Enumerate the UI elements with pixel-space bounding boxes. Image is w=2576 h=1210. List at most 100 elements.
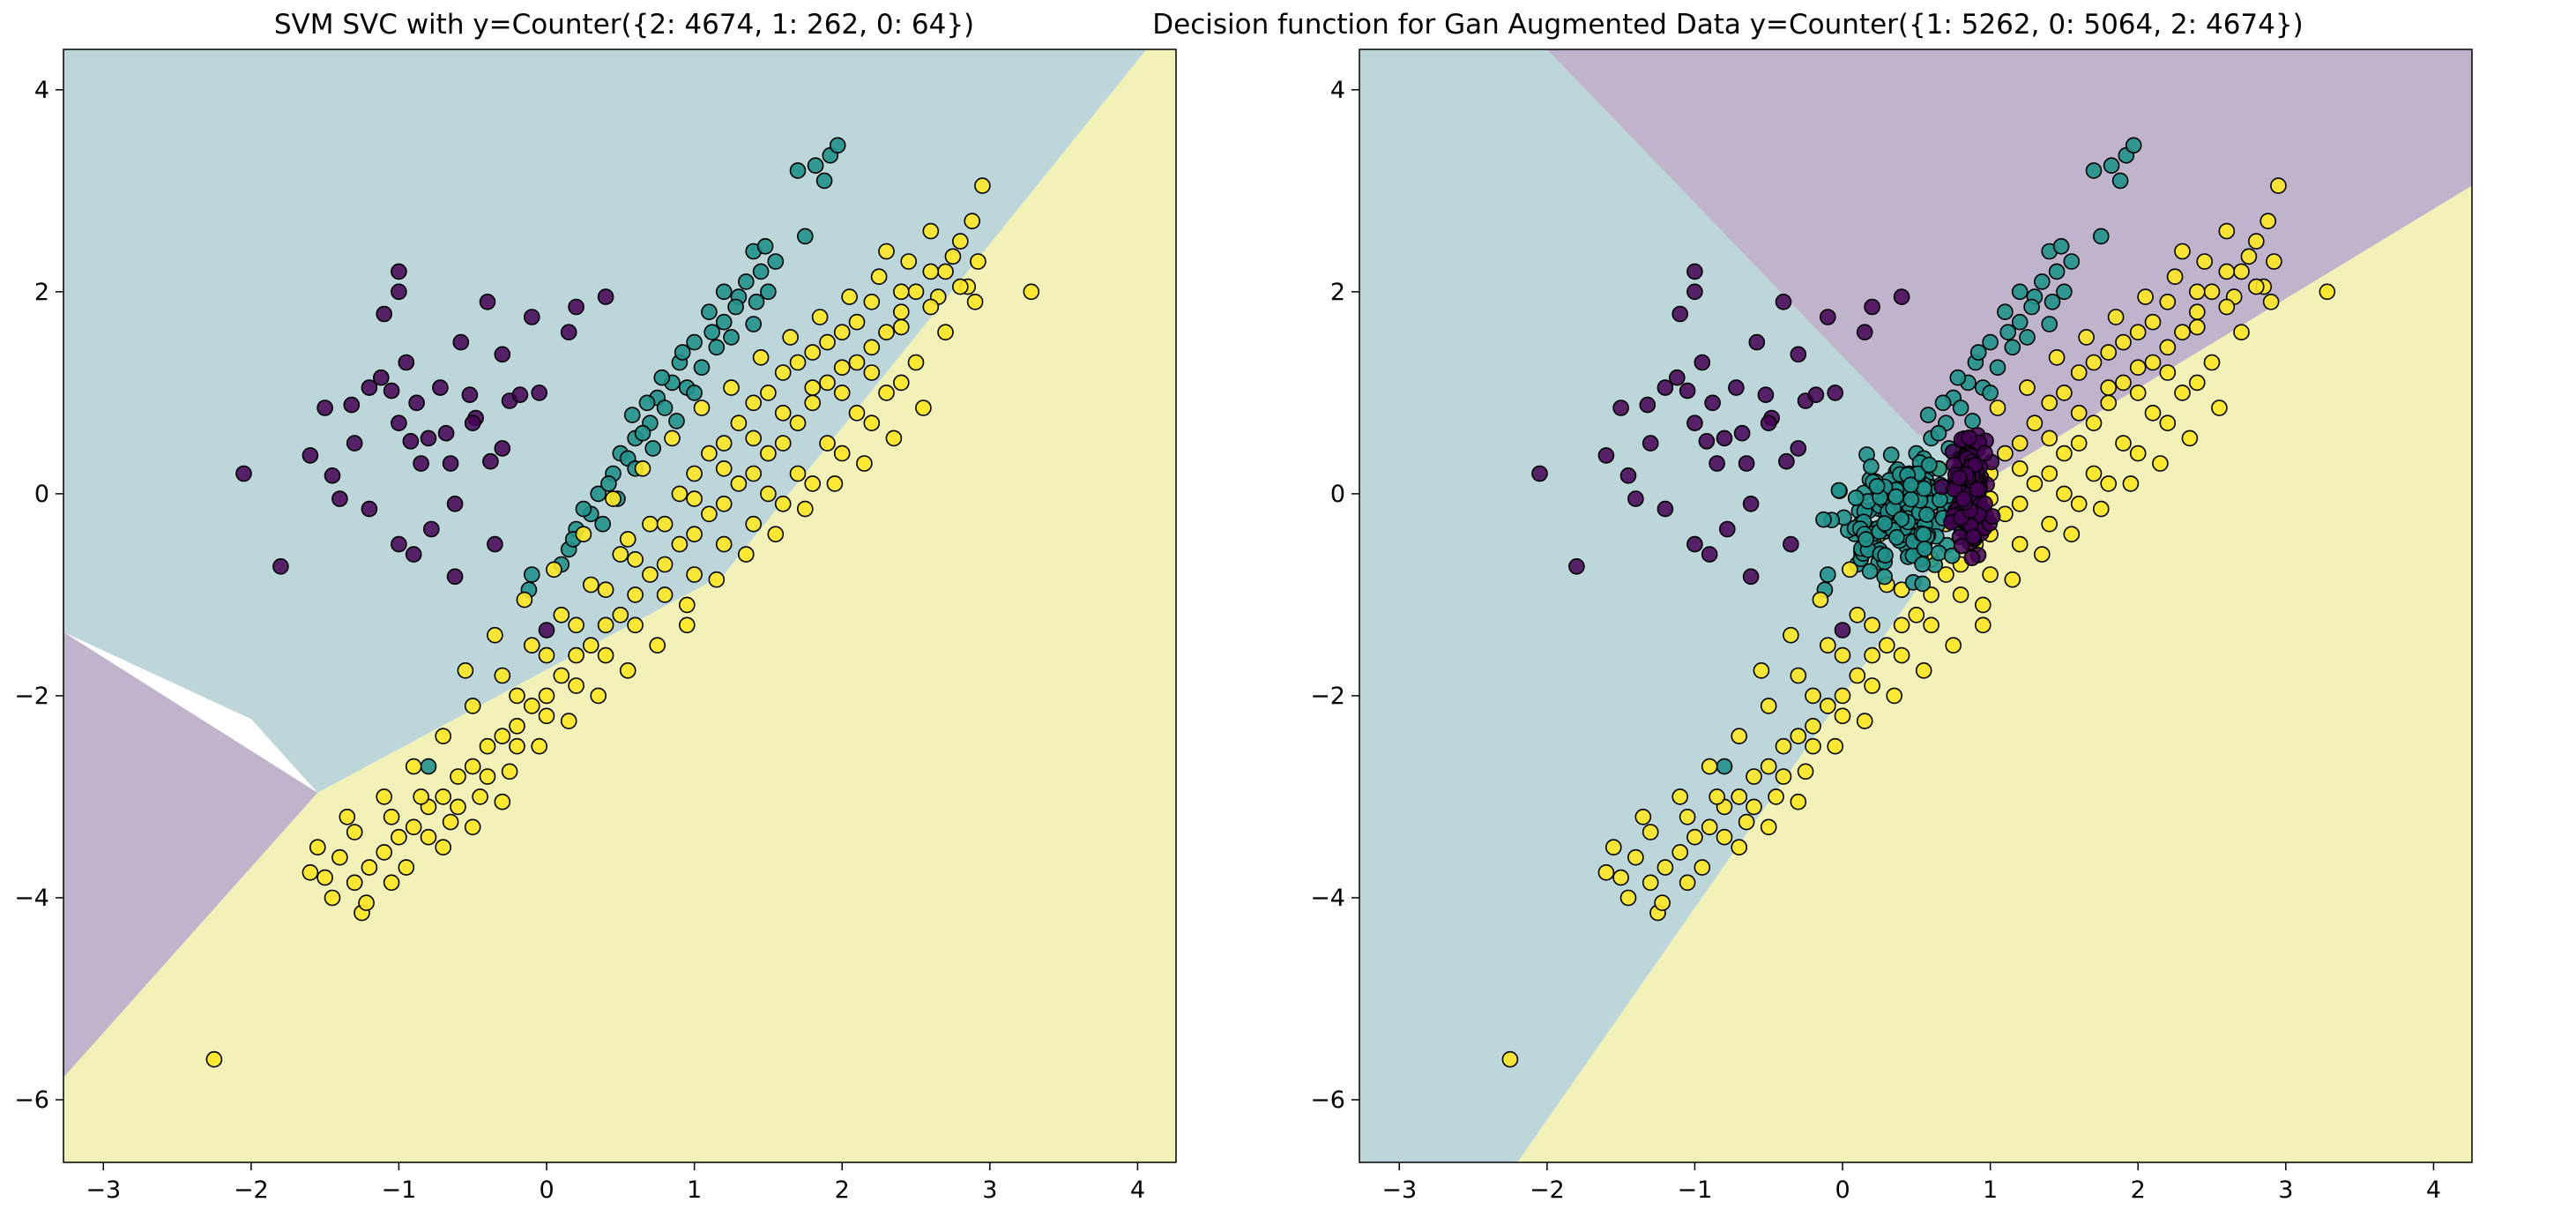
point-class-1 <box>1997 303 2014 321</box>
point-class-1 <box>644 440 662 457</box>
plot-frame <box>1359 49 2473 1163</box>
point-class-1 <box>2019 329 2036 346</box>
point-class-0 <box>422 520 440 538</box>
point-class-2 <box>2211 400 2228 416</box>
point-class-2 <box>2041 465 2058 482</box>
point-class-2 <box>612 546 629 563</box>
point-class-1 <box>1934 394 1952 412</box>
point-class-1 <box>1914 556 1931 573</box>
point-class-1 <box>1887 488 1904 505</box>
point-class-2 <box>944 248 962 265</box>
point-class-2 <box>1760 758 1777 775</box>
point-class-2 <box>1671 788 1688 805</box>
point-class-1 <box>1868 477 1886 495</box>
point-class-1 <box>2004 339 2021 356</box>
point-class-1 <box>594 515 612 533</box>
point-class-2 <box>974 177 991 194</box>
point-class-2 <box>450 768 466 785</box>
point-class-2 <box>730 475 748 492</box>
point-class-2 <box>1731 788 1747 805</box>
y-tick-label: 0 <box>1330 481 1345 508</box>
point-class-2 <box>833 359 851 377</box>
point-class-2 <box>819 374 836 392</box>
point-class-0 <box>568 298 584 316</box>
point-class-2 <box>2115 374 2132 392</box>
point-class-0 <box>1728 379 1745 396</box>
point-class-2 <box>464 758 481 775</box>
point-class-1 <box>1847 489 1865 506</box>
point-class-2 <box>464 818 481 836</box>
point-class-0 <box>1984 508 2001 525</box>
point-class-2 <box>523 698 540 714</box>
y-tick-label: −4 <box>14 885 49 912</box>
point-class-2 <box>952 278 969 295</box>
point-class-1 <box>2103 157 2120 174</box>
point-class-0 <box>523 309 540 325</box>
point-class-0 <box>1963 549 1981 567</box>
point-class-1 <box>715 313 733 331</box>
point-class-0 <box>1954 490 1972 508</box>
point-class-0 <box>1969 481 1986 498</box>
point-class-2 <box>1746 798 1762 816</box>
point-class-1 <box>674 344 691 361</box>
point-class-2 <box>309 839 326 856</box>
point-class-1 <box>1944 547 1961 564</box>
point-class-2 <box>1805 717 1821 735</box>
point-class-2 <box>2011 495 2029 512</box>
y-tick-label: 2 <box>34 279 49 306</box>
point-class-2 <box>2070 435 2088 452</box>
point-class-0 <box>1686 283 1703 301</box>
point-class-2 <box>671 535 689 553</box>
point-class-2 <box>2048 348 2066 366</box>
point-class-2 <box>760 444 777 462</box>
x-tick-label: 4 <box>1130 1176 1145 1204</box>
point-class-2 <box>2159 415 2177 432</box>
point-class-0 <box>446 495 464 512</box>
point-class-2 <box>2144 354 2162 371</box>
point-class-2 <box>2070 364 2088 381</box>
point-class-2 <box>848 313 866 331</box>
region-class-1 <box>63 49 1147 793</box>
point-class-2 <box>538 646 555 664</box>
point-class-2 <box>1753 661 1770 679</box>
point-class-2 <box>1597 863 1615 881</box>
point-class-2 <box>1864 646 1880 664</box>
point-class-1 <box>796 228 814 245</box>
point-class-0 <box>1827 385 1843 401</box>
point-class-1 <box>1921 456 1938 474</box>
plot-frame <box>63 49 1177 1163</box>
point-class-2 <box>494 728 511 745</box>
point-class-1 <box>745 316 763 332</box>
point-class-2 <box>848 404 866 422</box>
point-class-0 <box>1951 469 1968 487</box>
point-class-0 <box>494 440 511 457</box>
scatter-points <box>205 137 1040 1068</box>
point-class-2 <box>922 222 940 240</box>
point-class-2 <box>464 698 481 714</box>
x-tick-label: 0 <box>539 1176 554 1204</box>
point-class-2 <box>546 561 562 579</box>
point-class-2 <box>597 581 614 599</box>
point-class-2 <box>2189 283 2206 301</box>
point-class-2 <box>892 318 910 336</box>
point-class-0 <box>1719 520 1736 538</box>
point-class-2 <box>1627 848 1644 866</box>
point-class-0 <box>391 283 407 301</box>
point-class-2 <box>678 616 696 634</box>
x-tick-label: 0 <box>1835 1176 1850 1204</box>
point-class-1 <box>2085 162 2103 179</box>
point-class-2 <box>2144 404 2162 422</box>
point-class-0 <box>1783 535 1799 553</box>
point-class-1 <box>723 329 740 346</box>
point-class-2 <box>2100 475 2117 492</box>
point-class-1 <box>656 400 674 416</box>
point-class-1 <box>1888 528 1905 546</box>
point-class-1 <box>1916 540 1933 557</box>
point-class-2 <box>1760 698 1777 714</box>
point-class-0 <box>1977 444 1993 462</box>
point-class-2 <box>686 566 703 583</box>
point-class-2 <box>1746 768 1762 785</box>
point-class-1 <box>523 566 540 583</box>
point-class-1 <box>1902 490 1919 508</box>
x-tick-label: 2 <box>2131 1176 2146 1204</box>
